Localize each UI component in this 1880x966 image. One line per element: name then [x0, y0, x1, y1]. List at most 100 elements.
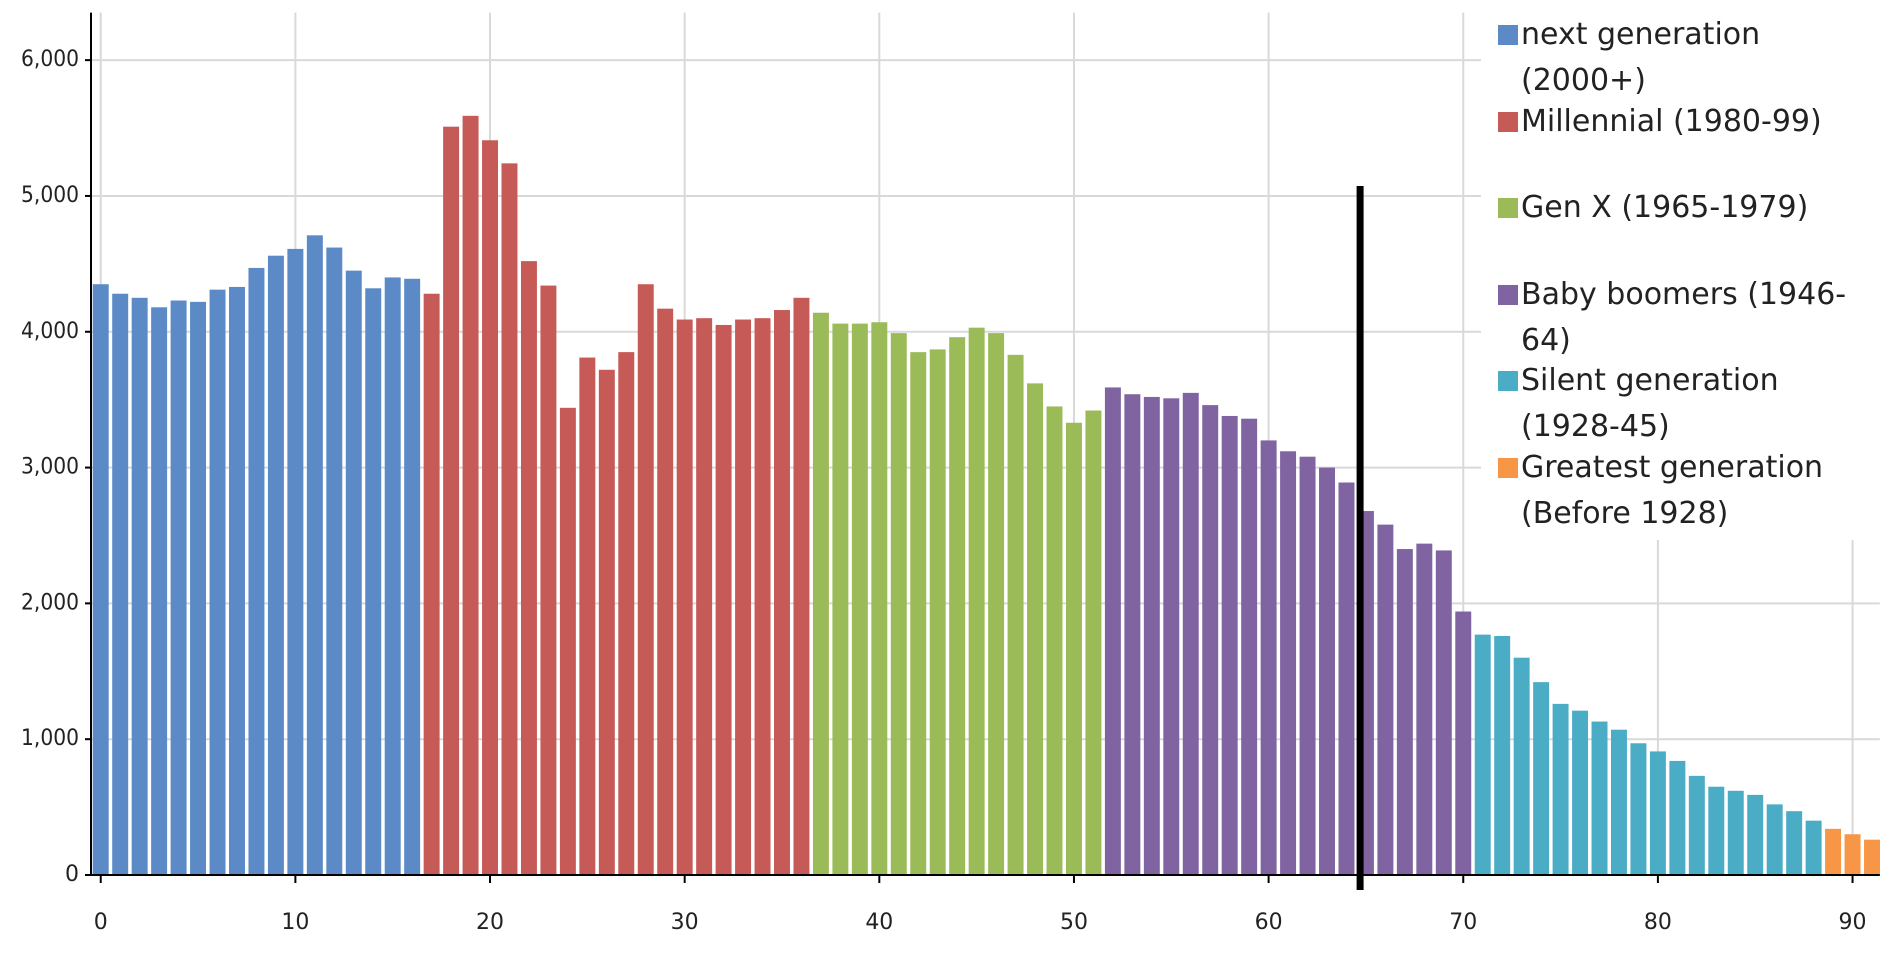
bar — [598, 369, 615, 875]
x-tick-label: 60 — [1255, 910, 1283, 935]
bar — [170, 300, 187, 875]
legend-label: next generation (2000+) — [1521, 17, 1761, 98]
bar — [1299, 456, 1316, 875]
bar — [1143, 396, 1160, 875]
bar — [1046, 406, 1063, 875]
legend-swatch — [1498, 25, 1518, 45]
legend-label: Silent generation (1928-45) — [1521, 363, 1779, 444]
bar — [1844, 834, 1861, 875]
bar — [1221, 415, 1238, 875]
bar — [404, 278, 421, 875]
bar — [1669, 760, 1686, 875]
legend-item: Greatest generation (Before 1928) — [1498, 445, 1866, 537]
bar — [306, 235, 323, 875]
bar — [832, 323, 849, 875]
legend-swatch — [1498, 284, 1518, 305]
bar — [910, 352, 927, 875]
legend-item: Silent generation (1928-45) — [1498, 358, 1866, 450]
bar — [793, 297, 810, 875]
bar — [1805, 820, 1822, 875]
bar — [657, 308, 674, 875]
bar — [715, 324, 732, 876]
bar — [345, 270, 362, 875]
bar — [112, 293, 129, 875]
bar — [1319, 467, 1335, 875]
x-tick-label: 40 — [865, 910, 893, 935]
bar — [365, 288, 382, 875]
legend-swatch — [1498, 198, 1518, 218]
x-tick-label: 50 — [1060, 910, 1088, 935]
bar — [1474, 634, 1491, 875]
bar — [754, 318, 771, 875]
bar — [248, 267, 265, 876]
bar — [1455, 611, 1472, 875]
bar — [968, 327, 985, 875]
y-tick-label: 1,000 — [21, 726, 79, 751]
bar — [1280, 451, 1297, 875]
bar — [1572, 710, 1589, 875]
bar — [1513, 657, 1530, 875]
bar — [1202, 405, 1219, 875]
bar — [1065, 422, 1082, 875]
bar — [1163, 398, 1180, 875]
bar — [462, 115, 479, 875]
legend-item: Gen X (1965-1979) — [1498, 185, 1866, 231]
y-tick-label: 3,000 — [21, 455, 79, 480]
bar — [92, 284, 109, 875]
x-tick-label: 80 — [1644, 910, 1672, 935]
bar — [1533, 682, 1550, 875]
bar — [1085, 410, 1102, 875]
bar — [949, 337, 966, 875]
bar — [1007, 354, 1024, 876]
y-tick-label: 0 — [65, 862, 79, 887]
bar — [1688, 775, 1705, 875]
bar — [1864, 839, 1880, 875]
y-tick-label: 6,000 — [21, 47, 79, 72]
legend-label: Greatest generation (Before 1928) — [1521, 449, 1824, 531]
bar — [579, 357, 596, 875]
bar — [1747, 794, 1764, 875]
bar — [1338, 482, 1355, 875]
x-tick-label: 10 — [281, 910, 309, 935]
bar — [1649, 751, 1666, 875]
bar — [851, 323, 868, 875]
x-tick-label: 30 — [671, 910, 699, 935]
bar — [1727, 790, 1744, 875]
x-tick-label: 0 — [94, 910, 108, 935]
bar — [1591, 721, 1608, 875]
bar — [1766, 804, 1783, 875]
bar — [1494, 635, 1511, 875]
bar — [190, 301, 207, 876]
bar — [988, 333, 1005, 875]
bar — [735, 319, 752, 875]
bar — [929, 349, 946, 875]
y-tick-label: 2,000 — [21, 590, 79, 615]
legend-swatch — [1498, 371, 1518, 391]
bar — [423, 293, 440, 875]
bar — [1396, 549, 1413, 875]
bar — [871, 322, 888, 875]
bar — [1260, 440, 1277, 875]
bar — [1610, 729, 1627, 875]
bar — [520, 261, 537, 876]
bar — [1182, 392, 1199, 875]
bar — [501, 163, 518, 876]
bar — [696, 318, 713, 875]
bar — [1630, 743, 1647, 875]
bar — [151, 307, 168, 875]
bar — [1416, 543, 1433, 875]
bar — [1104, 387, 1121, 875]
bar — [1377, 524, 1394, 875]
x-tick-label: 70 — [1449, 910, 1477, 935]
bar — [326, 247, 343, 875]
x-tick-label: 20 — [476, 910, 504, 935]
bar — [482, 140, 499, 876]
bar — [287, 248, 304, 875]
bar — [1027, 383, 1044, 875]
bar — [890, 333, 907, 875]
bar — [1124, 394, 1141, 875]
bar — [267, 255, 284, 876]
bar — [384, 277, 401, 875]
bar — [559, 407, 576, 875]
